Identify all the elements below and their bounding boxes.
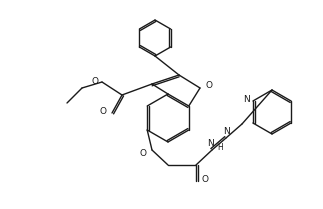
Text: O: O xyxy=(91,78,98,87)
Text: O: O xyxy=(206,82,213,90)
Text: N: N xyxy=(223,126,229,135)
Text: O: O xyxy=(201,175,208,184)
Text: N: N xyxy=(207,139,214,149)
Text: O: O xyxy=(139,149,146,158)
Text: H: H xyxy=(217,144,223,153)
Text: N: N xyxy=(243,94,250,103)
Text: O: O xyxy=(100,107,107,116)
